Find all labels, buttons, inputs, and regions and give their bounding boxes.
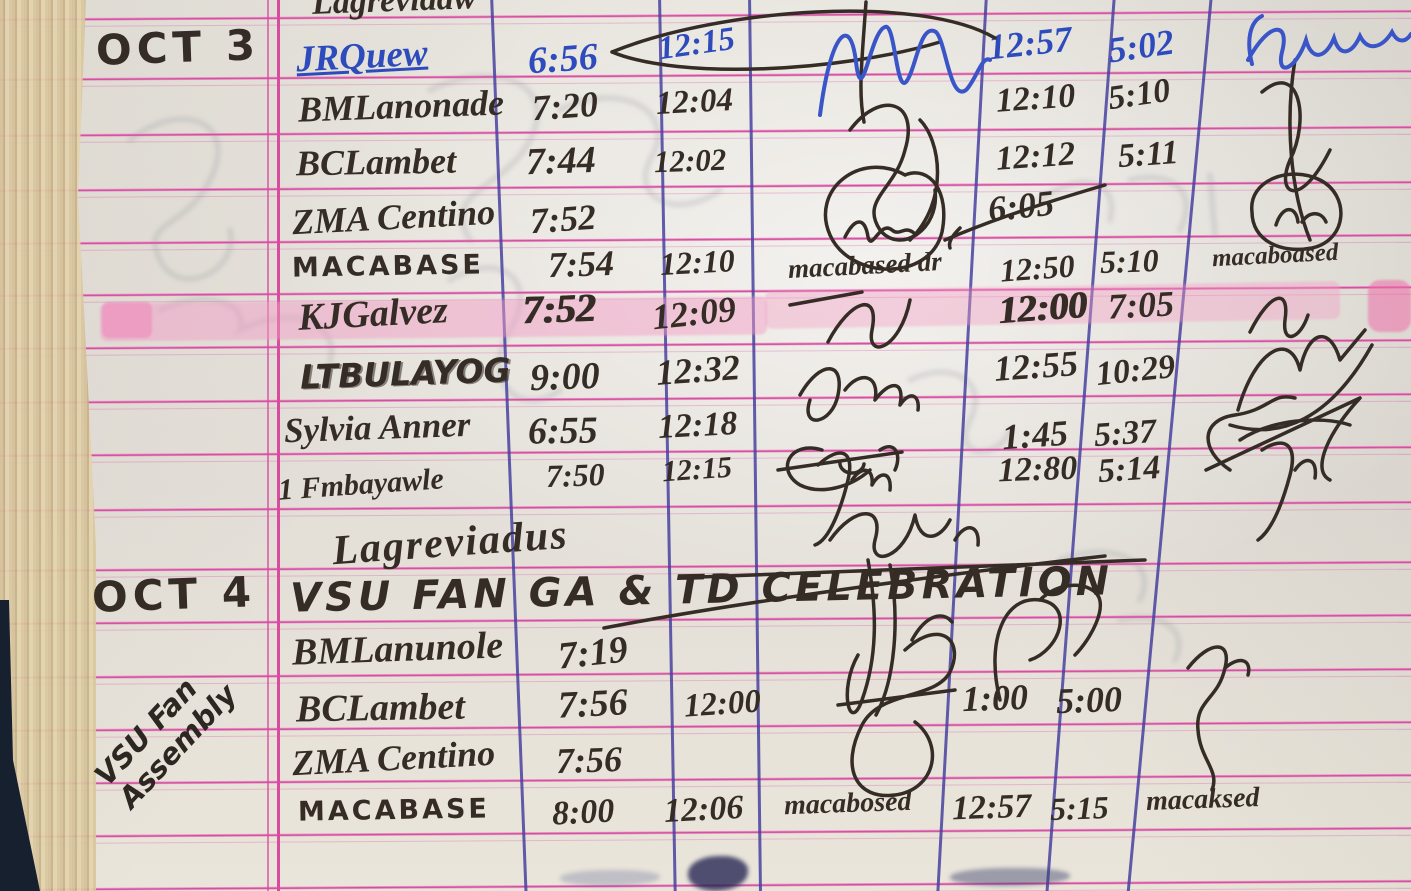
time-am-out: 12:15 <box>660 450 734 489</box>
ruled-line <box>0 180 1411 193</box>
date-label: OCT 3 <box>95 20 261 75</box>
time-am-in: 7:56 <box>556 681 629 727</box>
time-am-out: 12:06 <box>663 788 745 831</box>
time-pm-out: 5:00 <box>1055 678 1123 722</box>
time-am-out: 12:09 <box>650 288 738 338</box>
time-pm-in: 12:80 <box>997 449 1078 490</box>
time-am-out: 12:32 <box>654 347 742 393</box>
time-pm-out: 5:10 <box>1105 71 1173 118</box>
time-pm-out: 5:11 <box>1116 133 1180 176</box>
entry-name: MACABASE <box>297 793 491 828</box>
ruled-line <box>0 500 1411 513</box>
time-am-in: 7:52 <box>528 196 598 242</box>
time-am-out: 12:04 <box>655 82 734 122</box>
signature-text-pm: macaksed <box>1145 782 1261 817</box>
time-am-in: 7:44 <box>525 138 597 184</box>
entry-name: BCLambet <box>295 685 466 731</box>
time-am-out: 12:18 <box>657 404 739 447</box>
time-pm-in: 12:12 <box>994 135 1077 178</box>
time-pm-out: 10:29 <box>1094 347 1177 394</box>
margin-line <box>267 0 269 891</box>
column-line <box>748 0 762 891</box>
ruled-line <box>0 9 1411 22</box>
time-am-in: 7:52 <box>521 284 597 333</box>
time-pm-out: 5:37 <box>1092 412 1158 455</box>
time-am-in: 7:19 <box>555 628 630 678</box>
ruled-line <box>0 826 1411 839</box>
entry-name: BCLambet <box>295 140 457 184</box>
time-pm-in: 12:57 <box>986 18 1074 68</box>
time-am-in: 7:50 <box>545 455 606 495</box>
time-pm-in: 12:55 <box>992 343 1080 389</box>
time-am-in: 6:56 <box>526 35 600 83</box>
time-pm-in: 12:10 <box>994 77 1077 120</box>
ink-smudge <box>688 856 748 891</box>
time-pm-out: 7:05 <box>1106 283 1176 327</box>
time-pm-out: 5:10 <box>1099 241 1160 281</box>
highlighter-band <box>102 302 152 338</box>
entry-name: KJGalvez <box>297 289 449 339</box>
entry-name: BMLanunole <box>291 624 504 674</box>
time-am-in: 7:54 <box>547 242 615 286</box>
time-pm-out: 5:15 <box>1049 788 1110 828</box>
ruled-line <box>0 69 1411 82</box>
entry-name: BMLanonade <box>297 82 505 130</box>
time-pm-in: 6:05 <box>986 182 1056 230</box>
margin-line <box>277 0 280 891</box>
time-am-in: 7:20 <box>530 83 600 129</box>
time-pm-in: 12:50 <box>998 247 1076 289</box>
time-pm-in: 12:57 <box>951 787 1032 828</box>
time-am-in: 6:55 <box>527 409 599 453</box>
date-label: OCT 4 <box>91 567 257 622</box>
ink-smudge <box>560 870 660 886</box>
time-pm-in: 1:00 <box>961 676 1029 720</box>
time-am-out: 12:02 <box>653 141 727 180</box>
entry-name: Sylvia Anner <box>283 404 471 451</box>
time-pm-in: 1:45 <box>1000 412 1070 458</box>
ruled-line <box>0 392 1411 405</box>
signature-text-pm: macaboased <box>1211 238 1339 273</box>
entry-name: MACABASE <box>291 249 485 284</box>
entry-name: JRQuew <box>295 32 429 81</box>
ink-smudge <box>950 868 1070 886</box>
column-line <box>936 0 988 891</box>
time-pm-in: 12:00 <box>996 283 1089 333</box>
time-pm-out: 5:02 <box>1105 21 1177 71</box>
time-am-in: 7:56 <box>555 738 623 782</box>
time-am-out: 12:10 <box>659 242 736 282</box>
time-am-in: 9:00 <box>529 354 601 400</box>
time-am-out: 12:00 <box>682 683 763 725</box>
time-am-in: 8:00 <box>551 792 616 833</box>
time-pm-out: 5:14 <box>1096 448 1162 491</box>
entry-name: LTBULAYOG <box>299 350 512 397</box>
signature-text-am: macabosed <box>783 785 913 822</box>
highlighter-band <box>1368 280 1411 332</box>
